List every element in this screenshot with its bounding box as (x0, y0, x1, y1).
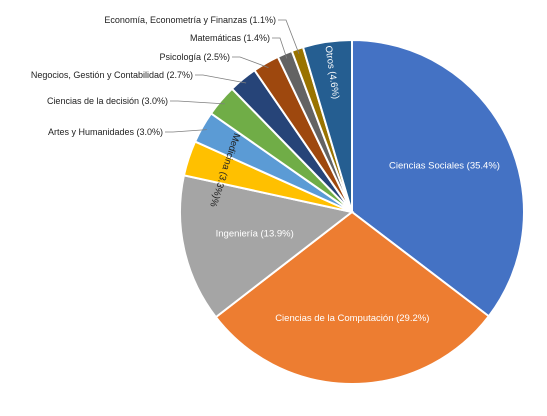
pie-slice (301, 38, 353, 213)
leader-lines (165, 19, 300, 133)
slice-label: Psicología (2.5%) (159, 52, 230, 62)
leader-line (272, 37, 288, 59)
slice-label: Negocios, Gestión y Contabilidad (2.7%) (31, 70, 193, 80)
slice-label: Artes y Humanidades (3.0%) (48, 127, 163, 137)
leader-line (170, 100, 225, 105)
leader-line (165, 129, 207, 133)
slice-label: Ciencias Sociales (35.4%) (389, 161, 500, 172)
leader-line (278, 19, 300, 54)
slice-label: Ciencias de la decisión (3.0%) (47, 96, 168, 106)
pie-slices (179, 38, 525, 385)
slice-label: Matemáticas (1.4%) (190, 33, 270, 43)
leader-line (232, 56, 269, 68)
slice-label: Economía, Econometría y Finanzas (1.1%) (104, 15, 276, 25)
slice-label: Ciencias de la Computación (29.2%) (275, 313, 429, 324)
slice-label: Ingeniería (13.9%) (216, 228, 294, 239)
leader-line (195, 74, 247, 84)
pie-slice (179, 174, 355, 319)
pie-slice (351, 38, 525, 318)
pie-slice (214, 210, 491, 385)
